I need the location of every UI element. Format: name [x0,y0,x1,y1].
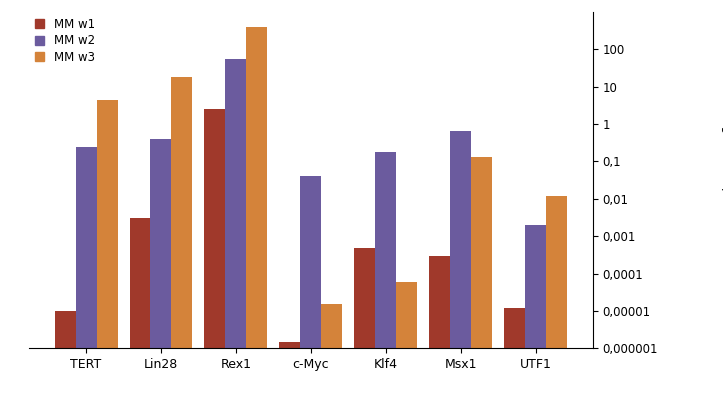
Bar [471,157,492,396]
Bar [150,139,171,396]
Legend: MM w1, MM w2, MM w3: MM w1, MM w2, MM w3 [35,18,95,64]
Bar [205,109,226,396]
Bar [75,147,97,396]
Bar [97,100,118,396]
Bar [247,27,268,396]
Bar [354,248,375,396]
Y-axis label: Log [Gen Exp/Control]: Log [Gen Exp/Control] [722,111,723,249]
Bar [450,131,471,396]
Bar [504,308,525,396]
Bar [279,342,300,396]
Bar [226,59,247,396]
Bar [54,311,75,396]
Bar [375,152,396,396]
Bar [429,256,450,396]
Bar [322,305,343,396]
Bar [525,225,547,396]
Bar [396,282,417,396]
Bar [547,196,568,396]
Bar [129,219,150,396]
Bar [171,77,192,396]
Bar [300,176,322,396]
